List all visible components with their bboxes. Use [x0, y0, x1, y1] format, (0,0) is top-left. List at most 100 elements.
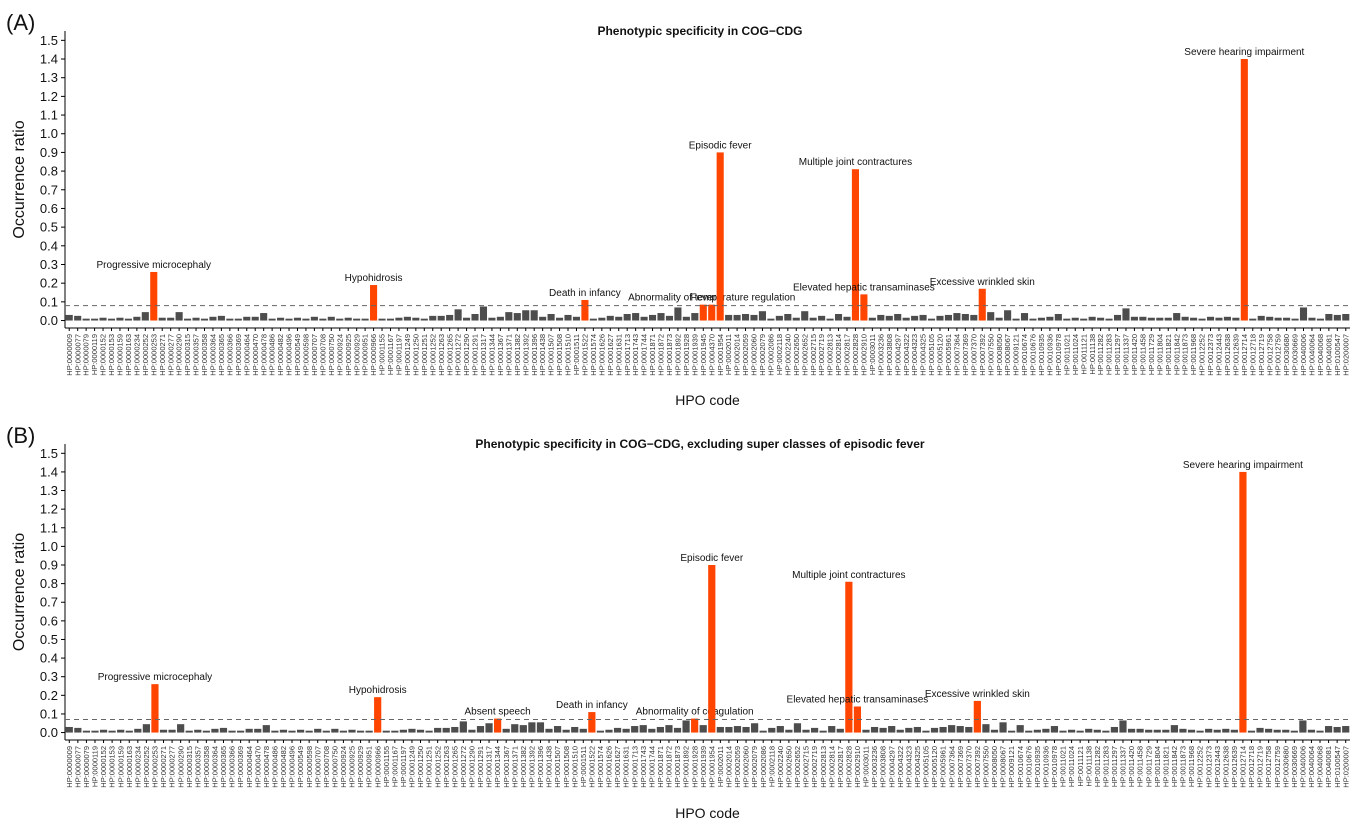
x-tick-label: HP:0001873 [665, 334, 674, 376]
bar [606, 315, 614, 321]
x-tick-label: HP:0002813 [826, 334, 835, 376]
bar [167, 317, 175, 321]
bar [262, 725, 270, 733]
x-tick-label: HP:0030680 [1282, 334, 1291, 376]
bar [1213, 729, 1221, 733]
x-tick-label: HP:0011282 [1096, 334, 1105, 375]
x-tick-label: HP:0000951 [361, 334, 370, 376]
x-tick-label: HP:0000925 [348, 746, 357, 788]
x-tick-label: HP:0012373 [1204, 746, 1213, 788]
bar [293, 317, 302, 321]
bar [194, 729, 202, 733]
x-tick-label: HP:0012373 [1206, 334, 1215, 376]
bar [185, 730, 193, 733]
bar [965, 726, 973, 733]
bar [522, 310, 530, 321]
bar [776, 726, 784, 733]
x-tick-label: HP:0002650 [784, 746, 793, 788]
x-tick-label: HP:0040064 [1307, 746, 1316, 788]
bar [117, 729, 125, 733]
x-tick-label: HP:0007369 [961, 334, 970, 376]
x-tick-label: HP:0001367 [502, 746, 511, 788]
x-tick-label: HP:0011842 [1172, 334, 1181, 375]
x-tick-label: HP:0000369 [236, 746, 245, 788]
bar [819, 730, 827, 733]
x-tick-label: HP:0040006 [1298, 746, 1307, 788]
x-tick-label: HP:0011024 [1071, 334, 1080, 375]
x-tick-label: HP:0007550 [982, 746, 991, 788]
x-tick-label: HP:0002828 [844, 746, 853, 788]
bar [615, 316, 623, 321]
bar [1196, 730, 1204, 733]
x-tick-label: HP:0001367 [496, 334, 505, 376]
bar [851, 169, 859, 321]
x-tick-label: HP:0001627 [606, 334, 615, 376]
bar [125, 730, 133, 733]
x-tick-label: HP:0002011 [716, 746, 725, 787]
bar [192, 317, 200, 321]
bar [896, 729, 904, 733]
x-tick-label: HP:0000365 [219, 746, 228, 788]
x-tick-label: HP:0007370 [964, 746, 973, 788]
x-tick-label: HP:0000077 [73, 746, 82, 788]
bar [1257, 315, 1265, 321]
x-tick-label: HP:0000364 [211, 746, 220, 788]
bar [656, 726, 664, 733]
bar [219, 727, 228, 733]
x-tick-label: HP:0001250 [411, 334, 420, 376]
x-tick-label: HP:0000079 [82, 334, 91, 376]
bar [260, 313, 268, 321]
x-tick-label: HP:0000234 [133, 746, 142, 788]
bar [327, 316, 335, 321]
x-tick-label: HP:0000234 [132, 334, 141, 376]
x-tick-label: HP:0007370 [969, 334, 978, 376]
bar [134, 728, 142, 733]
x-tick-label: HP:0010674 [1020, 334, 1029, 376]
bar [226, 318, 234, 321]
bar [1164, 317, 1172, 321]
x-tick-label: HP:0011121 [1076, 746, 1085, 787]
x-tick-label: HP:0030669 [1291, 334, 1300, 376]
x-tick-label: HP:0040064 [1308, 334, 1317, 376]
bar [995, 317, 1003, 321]
x-tick-label: HP:0002652 [800, 334, 809, 376]
x-tick-label: HP:0002086 [767, 334, 776, 376]
bar [970, 314, 978, 321]
bar [741, 313, 750, 321]
x-tick-label: HP:0007392 [978, 334, 987, 376]
bar [1273, 729, 1281, 733]
x-tick-label: HP:0001954 [707, 746, 716, 788]
bar [365, 730, 373, 733]
x-tick-label: HP:0000253 [149, 334, 158, 376]
bar [1256, 727, 1264, 733]
x-tick-label: HP:0001317 [485, 746, 494, 788]
x-tick-label: HP:0011420 [1127, 746, 1136, 787]
x-tick-label: HP:0001574 [589, 334, 598, 376]
panel-label: (A) [6, 10, 35, 35]
bar [184, 318, 192, 321]
x-tick-label: HP:0001392 [527, 746, 536, 788]
x-tick-label: HP:0000549 [296, 746, 305, 788]
x-tick-label: HP:0001263 [437, 334, 446, 376]
bar-annotation: Progressive microcephaly [97, 260, 212, 271]
bar [828, 726, 836, 733]
x-tick-label: HP:0000315 [185, 746, 194, 788]
x-tick-label: HP:0001263 [442, 746, 451, 788]
bar [217, 315, 225, 321]
bar [1333, 314, 1341, 321]
bar [496, 316, 504, 321]
x-tick-label: HP:0011283 [1101, 746, 1110, 787]
bar [454, 309, 462, 321]
bar [1145, 729, 1153, 733]
x-tick-label: HP:0001507 [553, 746, 562, 788]
bar [631, 726, 639, 733]
x-tick-label: HP:0011138 [1088, 334, 1097, 375]
x-tick-label: HP:0012639 [1230, 746, 1239, 788]
x-tick-label: HP:0001631 [622, 746, 631, 788]
x-tick-label: HP:0002011 [724, 334, 733, 375]
y-tick-label: 1.2 [40, 502, 58, 517]
bar-annotation: Excessive wrinkled skin [925, 689, 1030, 700]
x-tick-label: HP:0004323 [904, 746, 913, 788]
x-tick-label: HP:0000277 [168, 746, 177, 788]
bar [451, 726, 459, 733]
